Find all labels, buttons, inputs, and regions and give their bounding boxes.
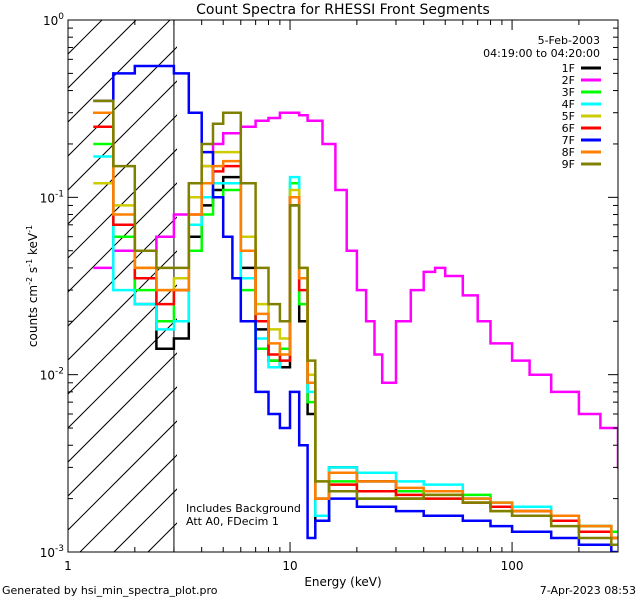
x-tick-label: 10 [282,559,297,573]
legend-label-2F: 2F [562,74,575,87]
annotation-attenuator: Att A0, FDecim 1 [186,515,279,528]
legend-label-9F: 9F [562,158,575,171]
legend-label-1F: 1F [562,62,575,75]
legend-time-range: 04:19:00 to 04:20:00 [483,47,600,60]
hatch-line [68,20,171,123]
y-tick-label: 10-1 [40,189,64,205]
x-tick-label: 100 [501,559,524,573]
series-line-7F [93,64,618,552]
legend-label-3F: 3F [562,86,575,99]
x-tick-labels: 1 10 100 [64,559,523,573]
y-axis-label: counts cm-2 s-1 keV-1 [25,225,40,347]
hatch-line [68,386,177,497]
hatch-line [68,182,177,293]
hatch-line [79,454,177,552]
hatch-line [68,20,137,89]
plot-frame [67,19,619,553]
legend-label-4F: 4F [562,98,575,111]
series-line-9F [93,99,618,546]
hatch-line [68,352,177,463]
annotation-background: Includes Background [186,502,301,515]
y-tick-label: 100 [43,12,64,28]
legend-label-7F: 7F [562,134,575,147]
footer-timestamp: 7-Apr-2023 08:53 [539,584,636,597]
legend-date: 5-Feb-2003 [538,34,600,47]
hatch-line [68,80,177,191]
x-axis-label: Energy (keV) [304,575,381,589]
y-tick-label: 10-3 [40,544,64,560]
legend-label-5F: 5F [562,110,575,123]
axis-ticks [67,20,619,553]
hatch-line [68,216,177,327]
legend-label-8F: 8F [562,146,575,159]
series-layer [93,64,618,552]
x-tick-label: 1 [64,559,72,573]
y-tick-label: 10-2 [40,367,64,383]
hatch-line [68,46,177,157]
chart-title: Count Spectra for RHESSI Front Segments [196,2,490,18]
footer-generator: Generated by hsi_min_spectra_plot.pro [2,584,218,597]
y-tick-labels: 100 10-1 10-2 10-3 [40,12,65,560]
legend-label-6F: 6F [562,122,575,135]
hatch-line [68,420,177,531]
